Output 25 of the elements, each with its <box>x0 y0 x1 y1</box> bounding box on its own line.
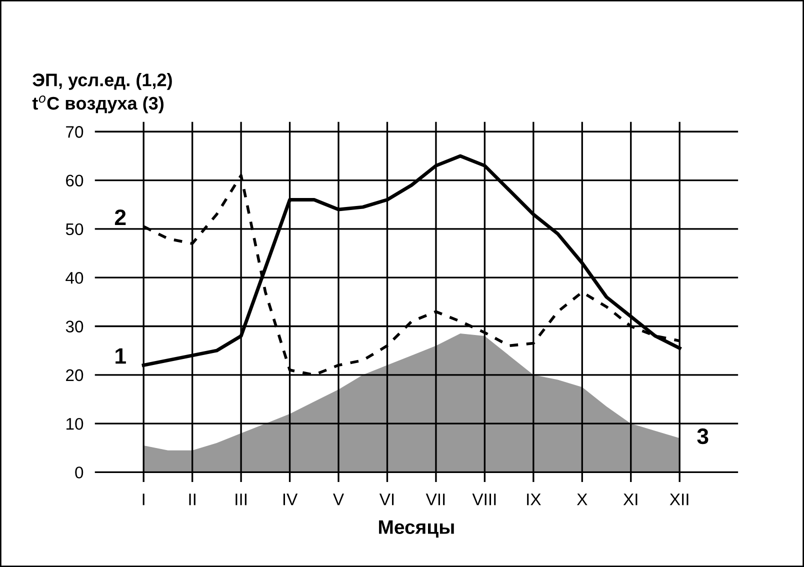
x-tick-label: IX <box>527 494 541 506</box>
x-tick-label: XI <box>623 494 638 506</box>
x-axis-title: Месяцы <box>379 520 454 538</box>
series-label: 2 <box>114 209 126 225</box>
x-tick-label: VI <box>379 494 394 506</box>
x-tick-label: II <box>189 494 196 506</box>
x-tick-label: IV <box>283 494 298 506</box>
x-tick-label: VIII <box>472 494 496 506</box>
x-tick-label: V <box>333 494 344 506</box>
y-tick-label: 40 <box>66 272 84 284</box>
series-label: 3 <box>697 428 708 444</box>
x-tick-label: VII <box>426 494 445 506</box>
x-tick-label: III <box>236 494 246 506</box>
x-tick-label: X <box>576 494 588 506</box>
x-tick-label: I <box>142 494 144 506</box>
y-tick-label: 10 <box>66 418 84 430</box>
y-tick-label: 30 <box>66 320 84 332</box>
y-tick-label: 70 <box>66 126 84 138</box>
x-tick-label: XII <box>670 494 688 506</box>
y-tick-label: 50 <box>66 223 84 236</box>
series-label: 1 <box>116 348 126 364</box>
y-tick-label: 0 <box>75 466 84 478</box>
y-axis-title: ЭП, усл.ед. (1,2) t$^{o}$C воздуха (3) <box>32 73 172 114</box>
y-tick-label: 20 <box>66 369 84 382</box>
y-tick-label: 60 <box>66 174 84 186</box>
